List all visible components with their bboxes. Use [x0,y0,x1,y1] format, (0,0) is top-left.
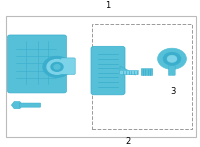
Text: 2: 2 [125,137,131,146]
Circle shape [47,60,67,74]
FancyBboxPatch shape [141,69,153,76]
FancyBboxPatch shape [19,103,41,107]
Bar [6,16,196,137]
Bar [92,24,192,129]
FancyBboxPatch shape [168,66,175,75]
Circle shape [54,65,60,69]
FancyBboxPatch shape [91,46,125,95]
FancyBboxPatch shape [120,70,138,75]
FancyBboxPatch shape [8,35,66,93]
Circle shape [167,55,177,62]
Circle shape [163,52,181,65]
Polygon shape [120,66,136,75]
Circle shape [43,57,71,77]
Circle shape [51,62,63,71]
FancyBboxPatch shape [61,58,75,74]
Text: 1: 1 [105,1,111,10]
Circle shape [158,48,186,69]
Text: 3: 3 [170,87,176,96]
